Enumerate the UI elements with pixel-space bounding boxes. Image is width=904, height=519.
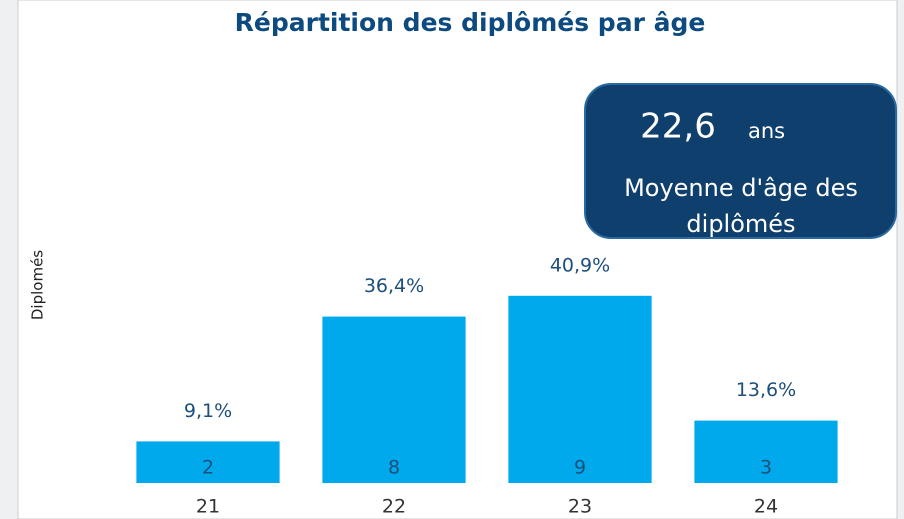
share-label: 36,4% [364, 275, 424, 297]
data-label: 9 [574, 457, 586, 479]
x-tick-label: 24 [754, 496, 778, 518]
y-axis-label: Diplomés [29, 250, 47, 320]
x-tick-label: 23 [568, 496, 592, 518]
data-label: 2 [202, 457, 214, 479]
share-label: 40,9% [550, 254, 610, 276]
bar [694, 420, 838, 483]
bar [136, 441, 280, 483]
bar [508, 295, 652, 483]
share-label: 13,6% [736, 379, 796, 401]
share-label: 9,1% [184, 400, 232, 422]
data-label: 8 [388, 457, 400, 479]
data-label: 3 [760, 457, 772, 479]
kpi-label: diplômés [686, 210, 795, 238]
bar [322, 316, 466, 483]
x-tick-label: 21 [196, 496, 220, 518]
chart-title: Répartition des diplômés par âge [235, 8, 706, 37]
kpi-card [584, 83, 897, 239]
x-tick-label: 22 [382, 496, 406, 518]
kpi-value: 22,6 [640, 107, 716, 147]
kpi-unit: ans [748, 119, 785, 143]
kpi-label: Moyenne d'âge des [624, 174, 858, 202]
